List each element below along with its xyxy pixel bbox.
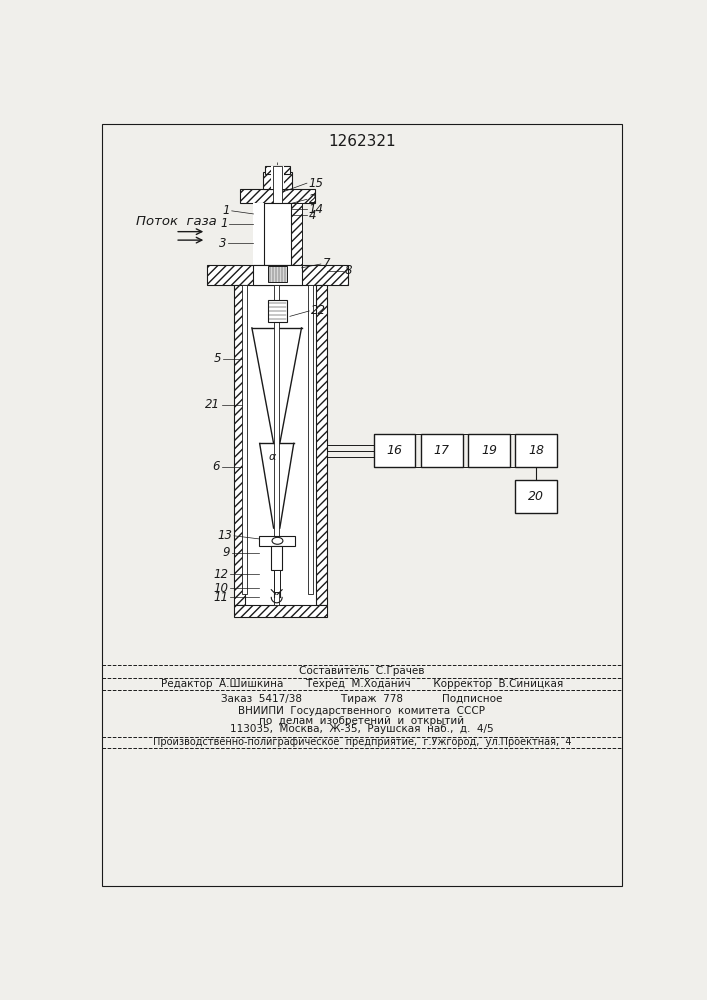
Bar — [308, 285, 313, 594]
Bar — [274, 285, 279, 605]
Text: 18: 18 — [528, 444, 544, 457]
Text: 4: 4 — [308, 209, 316, 222]
Text: 11: 11 — [214, 591, 228, 604]
Bar — [268, 300, 287, 322]
Bar — [271, 166, 284, 189]
Text: 1262321: 1262321 — [328, 134, 396, 149]
Text: Производственно-полиграфическое  предприятие,  г.Ужгород,  ул.Проектная,  4: Производственно-полиграфическое предприя… — [153, 737, 571, 747]
Bar — [242, 285, 247, 594]
Text: Поток  газа: Поток газа — [136, 215, 217, 228]
Text: 3: 3 — [219, 237, 226, 250]
Text: 20: 20 — [528, 490, 544, 503]
Bar — [515, 480, 557, 513]
Text: α: α — [269, 452, 276, 462]
Bar — [468, 434, 510, 467]
Bar — [234, 605, 327, 617]
Text: 113035,  Москва,  Ж-35,  Раушская  наб.,  д.  4/5: 113035, Москва, Ж-35, Раушская наб., д. … — [230, 724, 493, 734]
Text: 8: 8 — [344, 264, 351, 277]
Bar — [263, 172, 292, 189]
Bar — [268, 266, 287, 282]
Text: Составитель  С.Грачев: Составитель С.Грачев — [299, 666, 425, 676]
Text: ВНИИПИ  Государственного  комитета  СССР: ВНИИПИ Государственного комитета СССР — [238, 706, 486, 716]
Bar — [253, 265, 301, 285]
Text: 6: 6 — [213, 460, 220, 473]
Text: 9: 9 — [223, 546, 230, 559]
Text: 13: 13 — [218, 529, 233, 542]
Text: 16: 16 — [387, 444, 402, 457]
Bar — [515, 434, 557, 467]
Bar — [264, 203, 291, 265]
Text: 2: 2 — [308, 193, 316, 206]
Text: 21: 21 — [205, 398, 220, 411]
Bar — [253, 203, 264, 265]
Text: 22: 22 — [311, 304, 326, 317]
Text: 1: 1 — [223, 204, 230, 217]
Bar — [240, 189, 315, 203]
Text: Заказ  5417/38            Тираж  778            Подписное: Заказ 5417/38 Тираж 778 Подписное — [221, 694, 503, 704]
Bar — [259, 536, 295, 546]
Bar — [291, 203, 301, 265]
Bar — [273, 166, 282, 205]
Text: 12: 12 — [214, 568, 228, 581]
Text: 14: 14 — [308, 203, 324, 216]
Bar — [274, 570, 280, 592]
Bar — [316, 285, 327, 605]
Bar — [373, 434, 416, 467]
Bar — [271, 546, 282, 570]
Text: по  делам  изобретений  и  открытий: по делам изобретений и открытий — [259, 716, 464, 726]
Bar — [207, 265, 348, 285]
Bar — [264, 203, 291, 265]
Text: 7: 7 — [322, 257, 330, 270]
Bar — [421, 434, 462, 467]
Text: Редактор  А.Шишкина       Техред  М.Ходанич       Корректор  В.Синицкая: Редактор А.Шишкина Техред М.Ходанич Корр… — [160, 679, 563, 689]
Text: 19: 19 — [481, 444, 497, 457]
Bar — [234, 285, 245, 605]
Bar — [265, 166, 290, 174]
Text: 1: 1 — [221, 217, 228, 230]
Bar — [253, 203, 291, 265]
Text: 17: 17 — [434, 444, 450, 457]
Text: 15: 15 — [308, 177, 324, 190]
Text: 5: 5 — [214, 352, 222, 365]
Bar — [245, 285, 316, 605]
Text: 10: 10 — [214, 582, 228, 595]
